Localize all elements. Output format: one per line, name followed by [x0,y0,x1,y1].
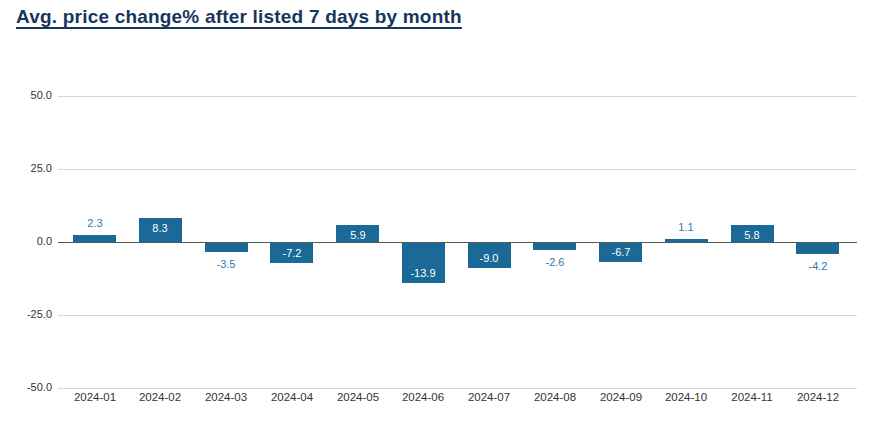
chart-panel: Avg. price change% after listed 7 days b… [0,0,874,421]
bar-value-label: 2.3 [65,217,125,229]
bar-2024-08[interactable] [533,242,576,250]
bar-value-label: 1.1 [656,221,716,233]
y-axis-tick-label: -25.0 [4,308,52,320]
bar-value-label: -6.7 [591,246,651,258]
x-axis-tick-label: 2024-12 [778,391,858,403]
bar-2024-01[interactable] [73,235,116,242]
y-axis-tick-label: 50.0 [4,89,52,101]
bar-value-label: 8.3 [130,222,190,234]
bar-chart: 50.025.00.0-25.0-50.02.32024-018.32024-0… [0,0,874,421]
bar-value-label: -3.5 [196,258,256,270]
bar-value-label: -4.2 [788,260,848,272]
bar-value-label: -13.9 [393,267,453,279]
bar-2024-03[interactable] [205,242,248,252]
bar-value-label: 5.8 [722,229,782,241]
y-axis-tick-label: -50.0 [4,381,52,393]
bar-value-label: -7.2 [262,247,322,259]
bar-value-label: -2.6 [525,256,585,268]
y-axis-tick-label: 25.0 [4,162,52,174]
y-axis-tick-label: 0.0 [4,235,52,247]
zero-gridline [58,242,857,243]
gridline [58,169,857,170]
gridline [58,388,857,389]
gridline [58,96,857,97]
bar-value-label: -9.0 [459,252,519,264]
bar-value-label: 5.9 [328,229,388,241]
gridline [58,315,857,316]
bar-2024-12[interactable] [796,242,839,254]
